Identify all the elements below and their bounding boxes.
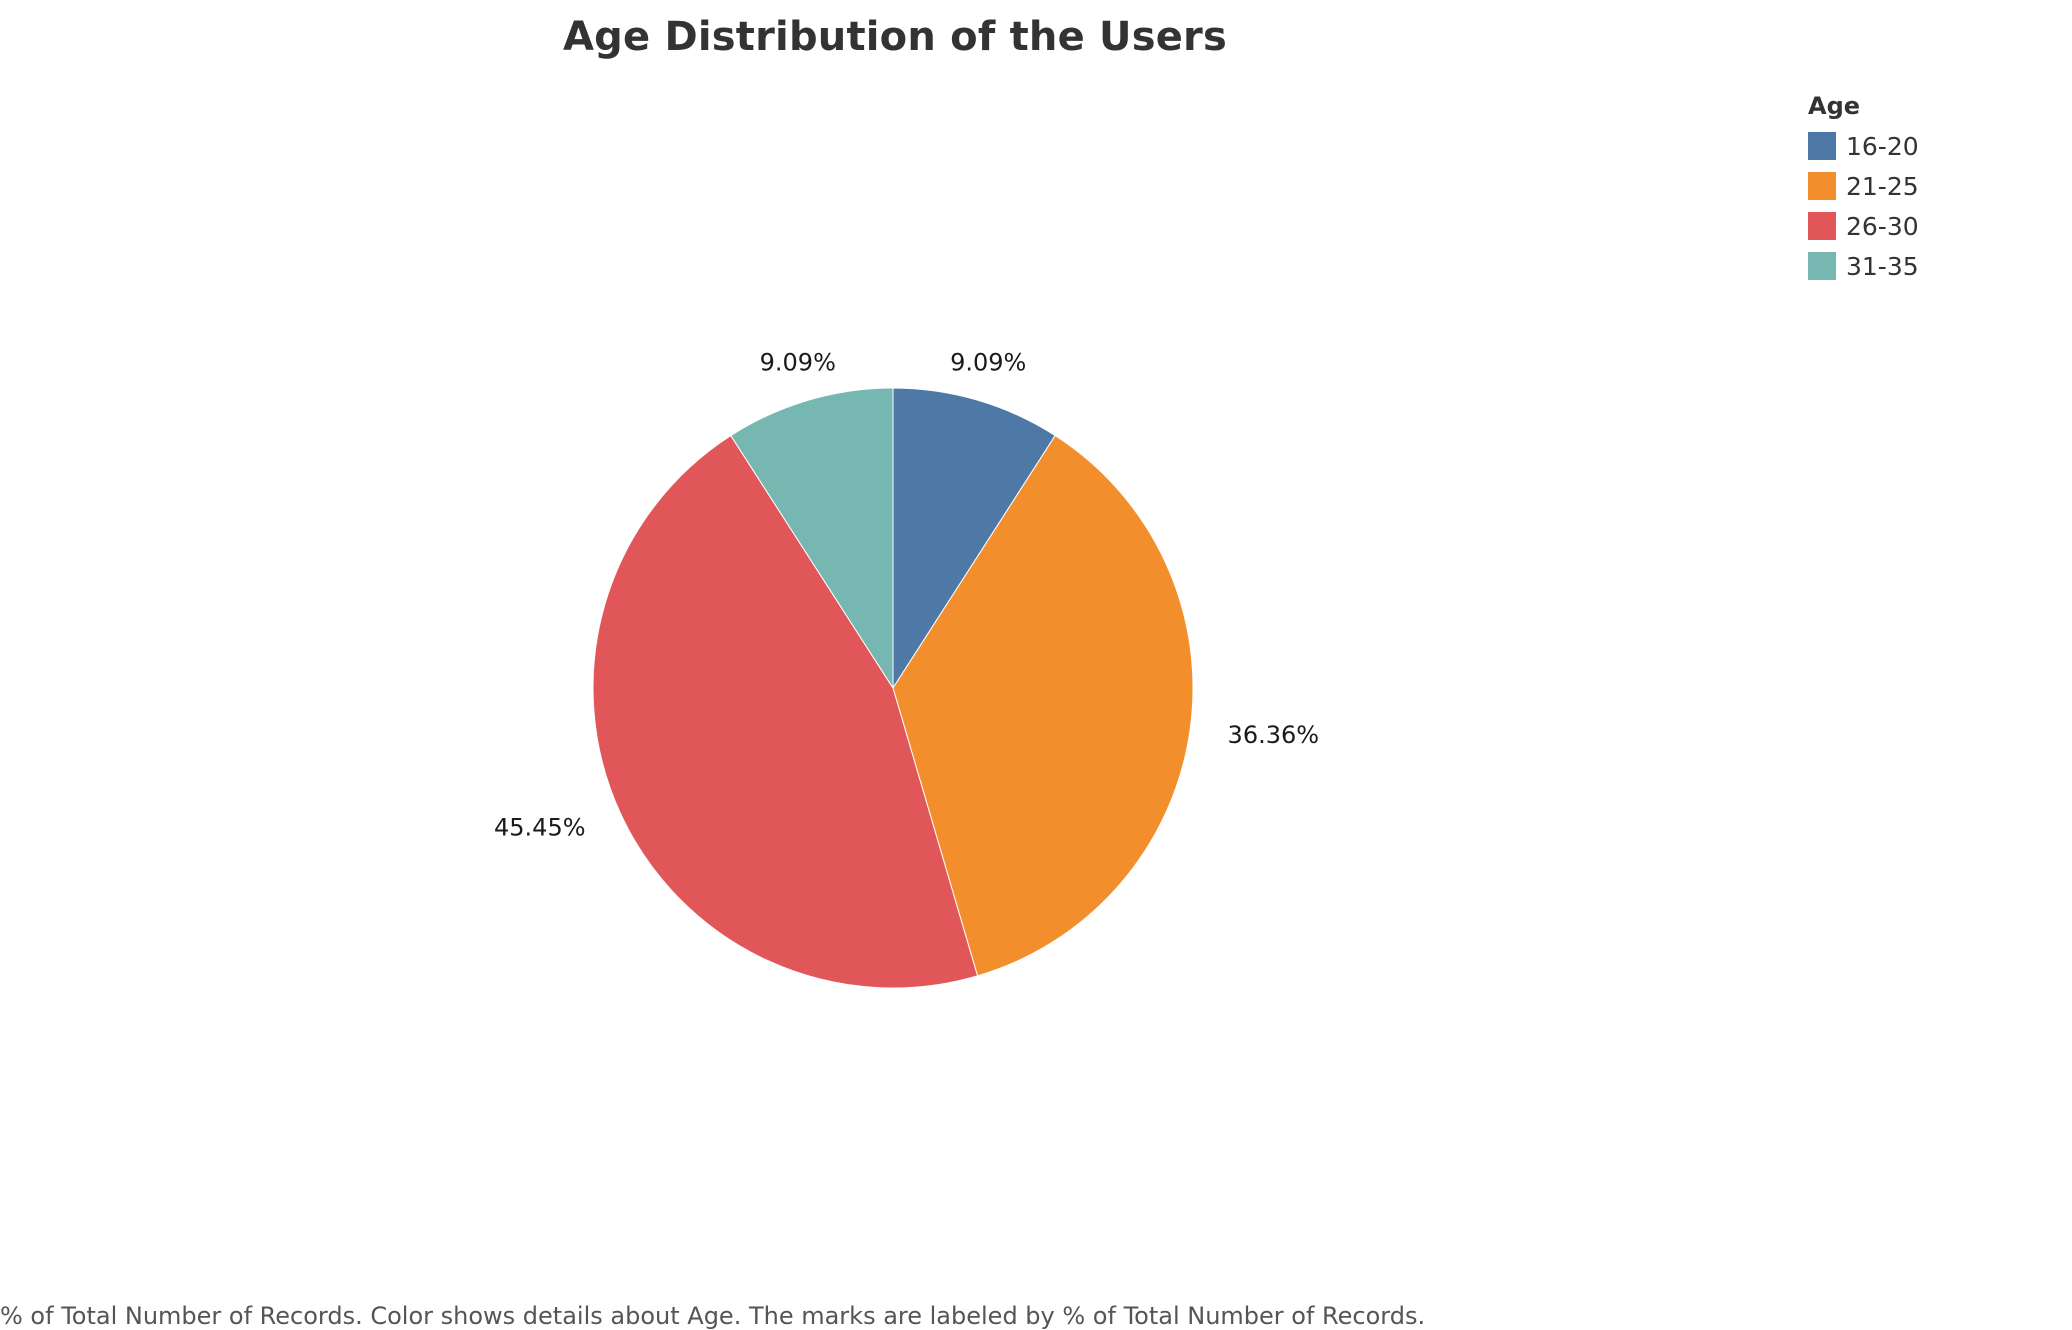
legend-swatch [1808, 212, 1836, 240]
legend-item-21-25[interactable]: 21-25 [1808, 166, 1919, 206]
legend: Age 16-20 21-25 26-30 31-35 [1808, 92, 1919, 286]
pie-slice-16-20[interactable] [892, 387, 1056, 690]
pie-slice-31-35[interactable] [730, 387, 894, 690]
legend-label: 31-35 [1846, 251, 1919, 281]
slice-label-31-35: 9.09% [760, 349, 836, 377]
legend-swatch [1808, 172, 1836, 200]
slice-label-16-20: 9.09% [950, 349, 1026, 377]
slice-label-21-25: 36.36% [1228, 721, 1320, 749]
pie-slice-26-30[interactable] [592, 434, 979, 989]
pie-slice-21-25[interactable] [892, 434, 1194, 977]
legend-title: Age [1808, 92, 1861, 120]
legend-swatch [1808, 132, 1836, 160]
legend-item-26-30[interactable]: 26-30 [1808, 206, 1919, 246]
legend-swatch [1808, 252, 1836, 280]
legend-label: 26-30 [1846, 211, 1919, 241]
legend-item-16-20[interactable]: 16-20 [1808, 126, 1919, 166]
legend-label: 21-25 [1846, 171, 1919, 201]
legend-label: 16-20 [1846, 131, 1919, 161]
legend-item-31-35[interactable]: 31-35 [1808, 246, 1919, 286]
chart-caption: % of Total Number of Records. Color show… [0, 1302, 1426, 1330]
chart-title: Age Distribution of the Users [563, 14, 1227, 60]
slice-label-26-30: 45.45% [494, 813, 586, 841]
